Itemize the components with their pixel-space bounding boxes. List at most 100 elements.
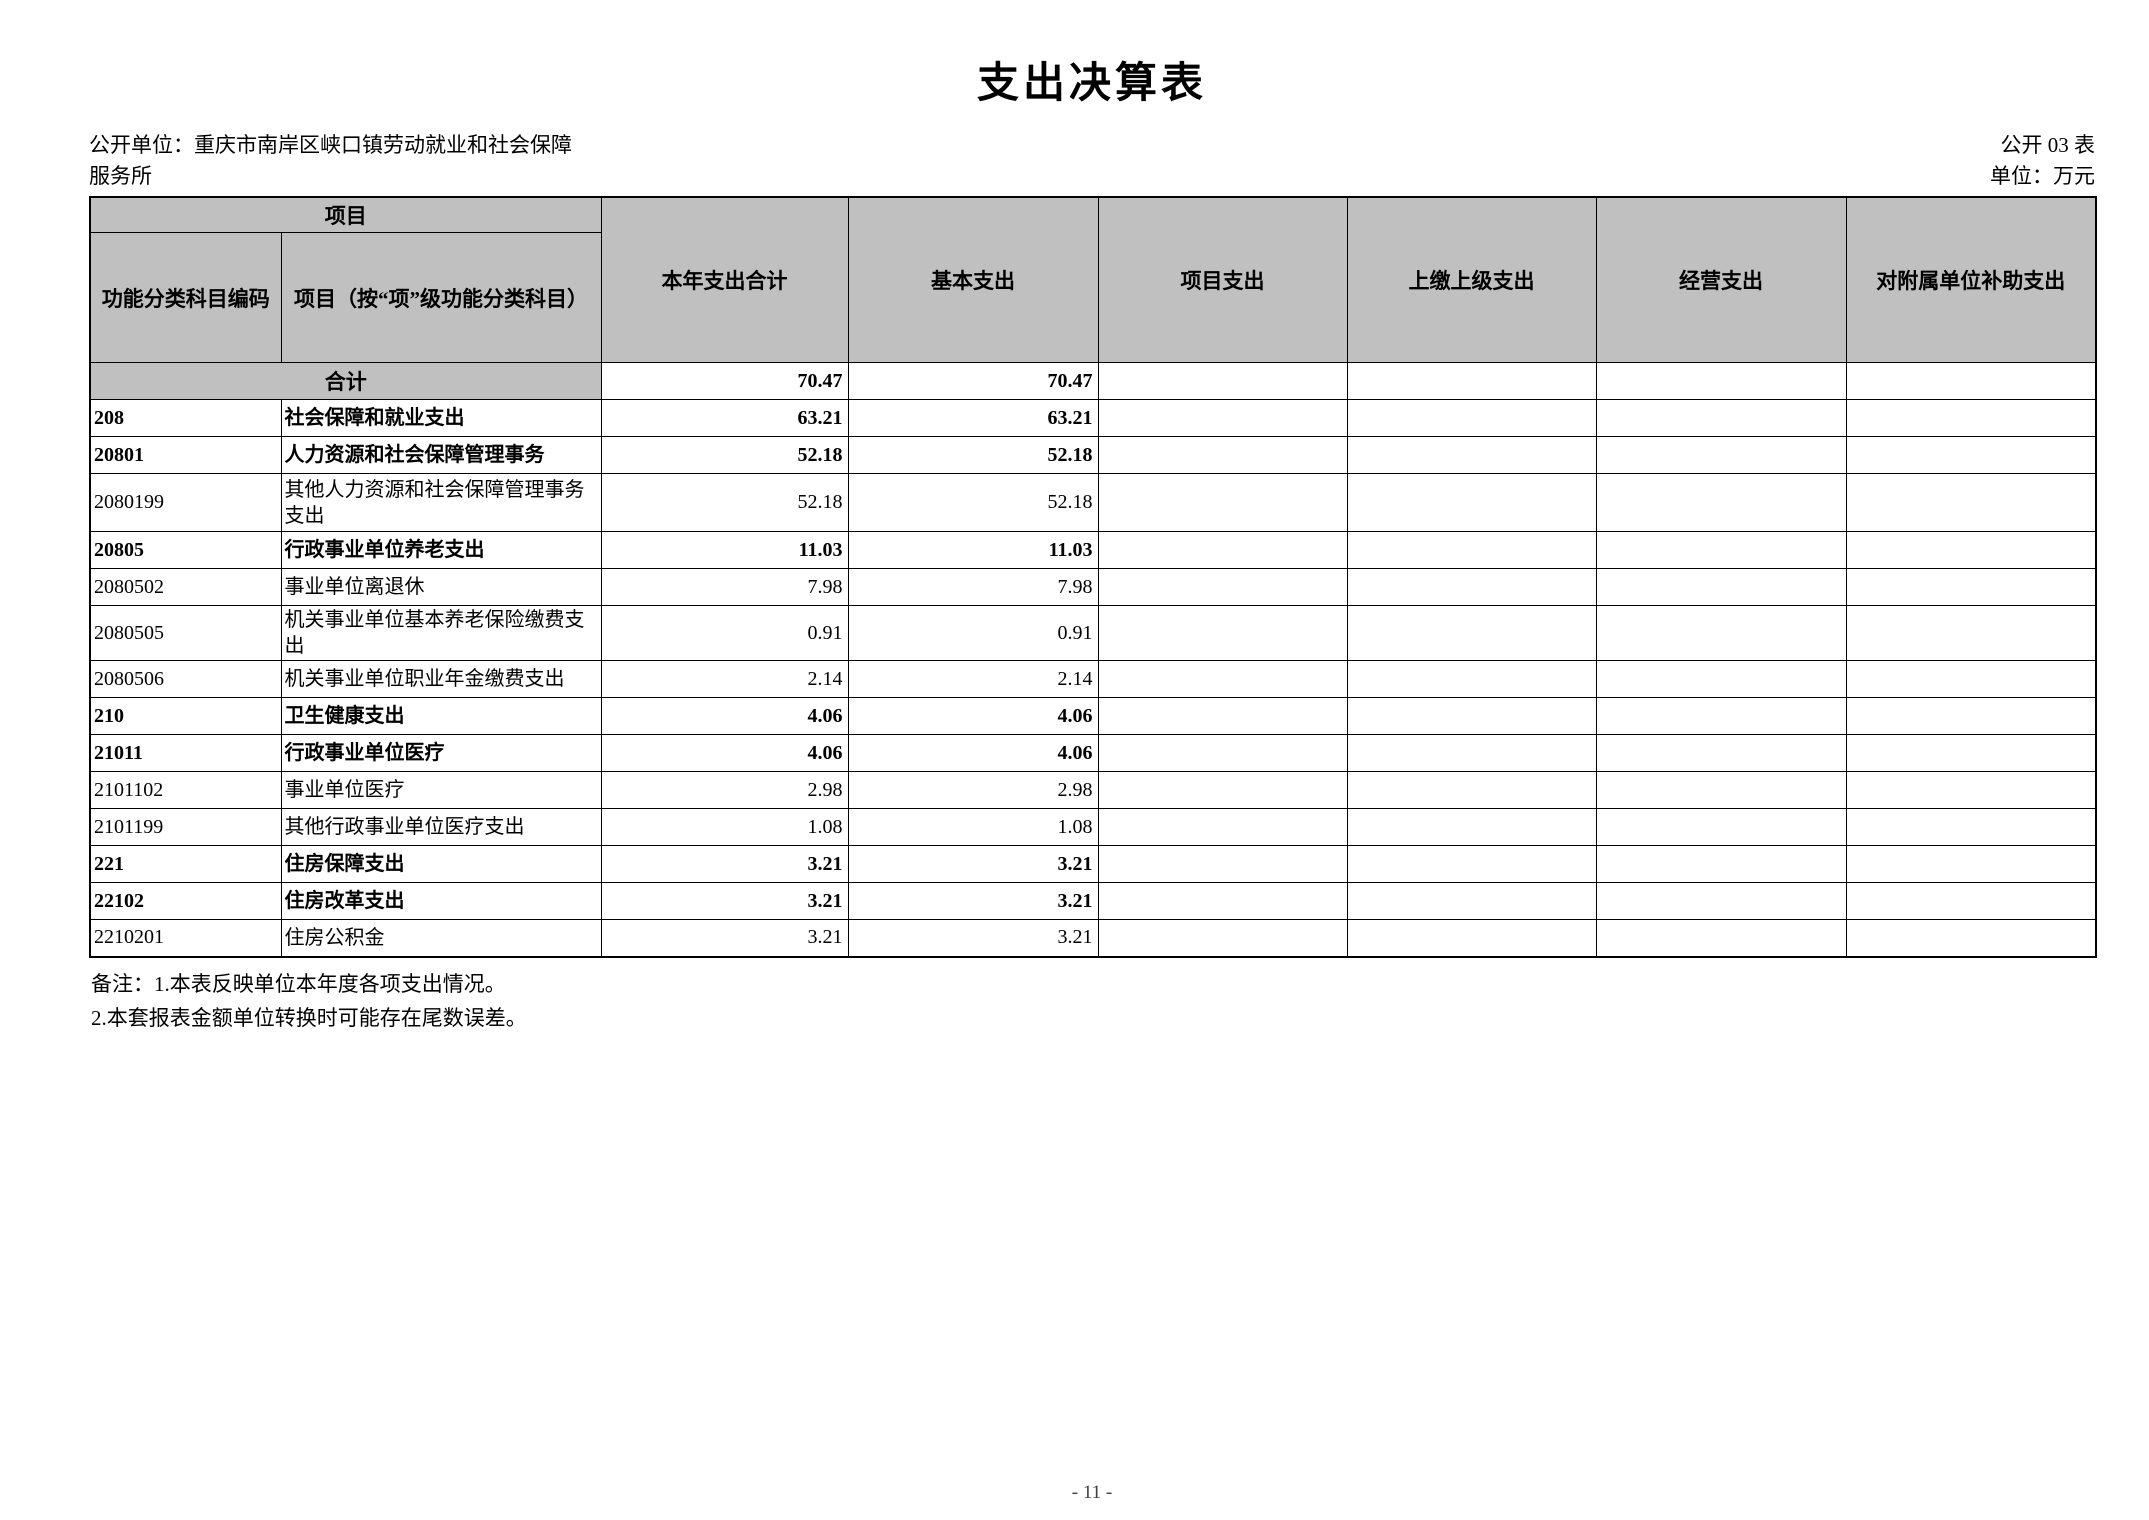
- header-function-code: 功能分类科目编码: [89, 232, 282, 363]
- row-value: 63.21: [600, 399, 849, 437]
- publish-unit: 公开单位：重庆市南岸区峡口镇劳动就业和社会保障 服务所: [89, 130, 572, 192]
- row-value: [1845, 845, 2097, 883]
- row-value: 2.98: [600, 771, 849, 809]
- table-row: 2080505 机关事业单位基本养老保险缴费支出 0.91 0.91: [89, 605, 2097, 661]
- row-code: 2080502: [89, 568, 282, 606]
- row-value: [1845, 399, 2097, 437]
- row-code: 2101102: [89, 771, 282, 809]
- row-value: 3.21: [600, 882, 849, 920]
- row-value: 1.08: [600, 808, 849, 846]
- row-code: 21011: [89, 734, 282, 772]
- row-value: [1845, 808, 2097, 846]
- row-value: 7.98: [847, 568, 1099, 606]
- table-code: 公开 03 表: [2000, 133, 2096, 157]
- row-value: 2.14: [847, 660, 1099, 698]
- publish-unit-line2: 服务所: [89, 164, 152, 188]
- row-item: 住房改革支出: [280, 882, 602, 920]
- header-operating-expenditure: 经营支出: [1595, 196, 1847, 363]
- row-code: 2210201: [89, 919, 282, 957]
- table-row: 208 社会保障和就业支出 63.21 63.21: [89, 399, 2097, 437]
- total-value: 70.47: [600, 362, 849, 400]
- row-value: [1346, 697, 1597, 735]
- row-item: 人力资源和社会保障管理事务: [280, 436, 602, 474]
- row-value: 0.91: [600, 605, 849, 661]
- total-label: 合计: [89, 362, 602, 400]
- row-value: [1595, 660, 1847, 698]
- header-basic-expenditure: 基本支出: [847, 196, 1099, 363]
- row-value: [1097, 568, 1348, 606]
- row-value: 63.21: [847, 399, 1099, 437]
- row-value: 4.06: [847, 697, 1099, 735]
- row-value: 3.21: [847, 919, 1099, 957]
- note-line-2: 2.本套报表金额单位转换时可能存在尾数误差。: [91, 1005, 527, 1030]
- header-subsidy-expenditure: 对附属单位补助支出: [1845, 196, 2097, 363]
- row-value: [1595, 734, 1847, 772]
- row-value: 52.18: [600, 436, 849, 474]
- row-value: 7.98: [600, 568, 849, 606]
- row-value: [1097, 734, 1348, 772]
- table-row: 2101102 事业单位医疗 2.98 2.98: [89, 771, 2097, 809]
- total-value: [1097, 362, 1348, 400]
- row-value: 3.21: [847, 845, 1099, 883]
- row-code: 20805: [89, 531, 282, 569]
- row-value: [1097, 660, 1348, 698]
- row-code: 2080506: [89, 660, 282, 698]
- row-code: 20801: [89, 436, 282, 474]
- row-value: [1346, 919, 1597, 957]
- row-value: [1845, 882, 2097, 920]
- row-value: 3.21: [600, 919, 849, 957]
- table-row: 2080199 其他人力资源和社会保障管理事务支出 52.18 52.18: [89, 473, 2097, 532]
- row-value: 4.06: [847, 734, 1099, 772]
- row-value: [1346, 399, 1597, 437]
- row-item: 其他人力资源和社会保障管理事务支出: [280, 473, 602, 532]
- row-value: [1845, 568, 2097, 606]
- table-row: 21011 行政事业单位医疗 4.06 4.06: [89, 734, 2097, 772]
- row-value: 11.03: [847, 531, 1099, 569]
- row-value: [1346, 882, 1597, 920]
- row-value: [1845, 771, 2097, 809]
- table-row: 2080502 事业单位离退休 7.98 7.98: [89, 568, 2097, 606]
- row-value: [1595, 771, 1847, 809]
- row-value: [1097, 531, 1348, 569]
- expenditure-table: 项目 本年支出合计 基本支出 项目支出 上缴上级支出 经营支出 对附属单位补助支…: [89, 196, 2097, 958]
- publish-unit-line1: 公开单位：重庆市南岸区峡口镇劳动就业和社会保障: [89, 133, 572, 157]
- row-value: [1346, 660, 1597, 698]
- row-value: [1845, 660, 2097, 698]
- row-value: [1595, 531, 1847, 569]
- row-value: [1845, 436, 2097, 474]
- row-value: [1097, 882, 1348, 920]
- row-value: 3.21: [600, 845, 849, 883]
- row-value: [1097, 605, 1348, 661]
- row-code: 2080505: [89, 605, 282, 661]
- row-item: 机关事业单位基本养老保险缴费支出: [280, 605, 602, 661]
- row-item: 事业单位离退休: [280, 568, 602, 606]
- row-value: [1595, 919, 1847, 957]
- total-value: [1845, 362, 2097, 400]
- row-value: 52.18: [600, 473, 849, 532]
- row-value: [1595, 473, 1847, 532]
- table-row: 2080506 机关事业单位职业年金缴费支出 2.14 2.14: [89, 660, 2097, 698]
- row-value: [1097, 808, 1348, 846]
- row-value: [1097, 436, 1348, 474]
- row-value: 0.91: [847, 605, 1099, 661]
- row-value: 4.06: [600, 697, 849, 735]
- row-value: [1845, 697, 2097, 735]
- row-value: [1097, 697, 1348, 735]
- row-value: [1097, 473, 1348, 532]
- row-value: [1346, 808, 1597, 846]
- total-value: 70.47: [847, 362, 1099, 400]
- row-item: 其他行政事业单位医疗支出: [280, 808, 602, 846]
- table-row: 22102 住房改革支出 3.21 3.21: [89, 882, 2097, 920]
- row-value: 1.08: [847, 808, 1099, 846]
- row-value: [1845, 919, 2097, 957]
- table-row: 210 卫生健康支出 4.06 4.06: [89, 697, 2097, 735]
- row-value: [1346, 605, 1597, 661]
- row-value: [1097, 399, 1348, 437]
- row-value: 2.14: [600, 660, 849, 698]
- row-value: [1595, 845, 1847, 883]
- row-value: 4.06: [600, 734, 849, 772]
- row-value: [1346, 734, 1597, 772]
- row-value: [1346, 531, 1597, 569]
- row-code: 2101199: [89, 808, 282, 846]
- row-item: 卫生健康支出: [280, 697, 602, 735]
